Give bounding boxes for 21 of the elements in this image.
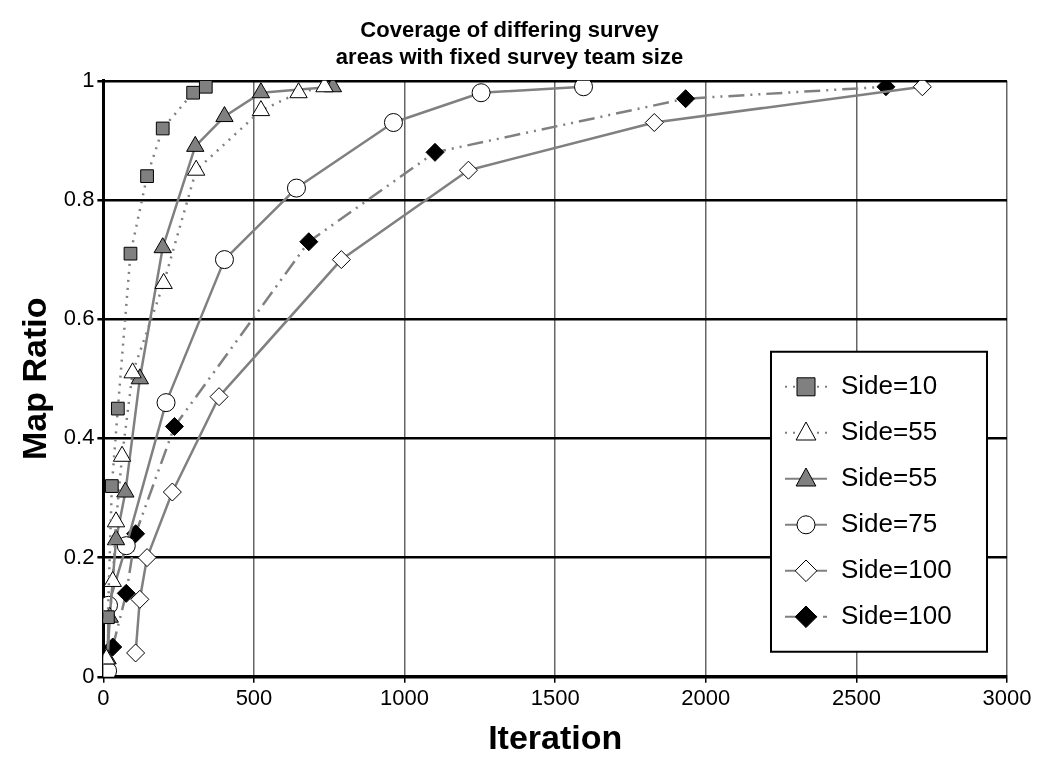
legend-label: Side=75 bbox=[841, 507, 938, 538]
legend-label: Side=55 bbox=[841, 415, 938, 446]
x-axis-title: Iteration bbox=[488, 717, 623, 756]
x-tick-label: 2500 bbox=[831, 685, 881, 711]
x-tick-label: 2000 bbox=[681, 685, 731, 711]
y-tick-label: 1 bbox=[82, 66, 95, 92]
x-tick-label: 1000 bbox=[380, 685, 430, 711]
y-tick-label: 0.6 bbox=[63, 305, 95, 331]
legend-label: Side=10 bbox=[841, 369, 938, 400]
x-tick-label: 500 bbox=[235, 685, 273, 711]
y-axis-title: Map Ratio bbox=[14, 297, 53, 461]
legend-label: Side=55 bbox=[841, 461, 938, 492]
y-tick-label: 0.2 bbox=[63, 543, 95, 569]
legend-label: Side=100 bbox=[841, 553, 952, 584]
x-tick-label: 3000 bbox=[982, 685, 1032, 711]
y-tick-label: 0.8 bbox=[63, 186, 95, 212]
y-tick-label: 0 bbox=[82, 662, 95, 688]
legend-label: Side=100 bbox=[841, 599, 952, 630]
chart-title: Coverage of differing survey areas with fixed survey team size bbox=[335, 17, 684, 69]
y-tick-label: 0.4 bbox=[63, 424, 95, 450]
x-tick-label: 1500 bbox=[530, 685, 580, 711]
